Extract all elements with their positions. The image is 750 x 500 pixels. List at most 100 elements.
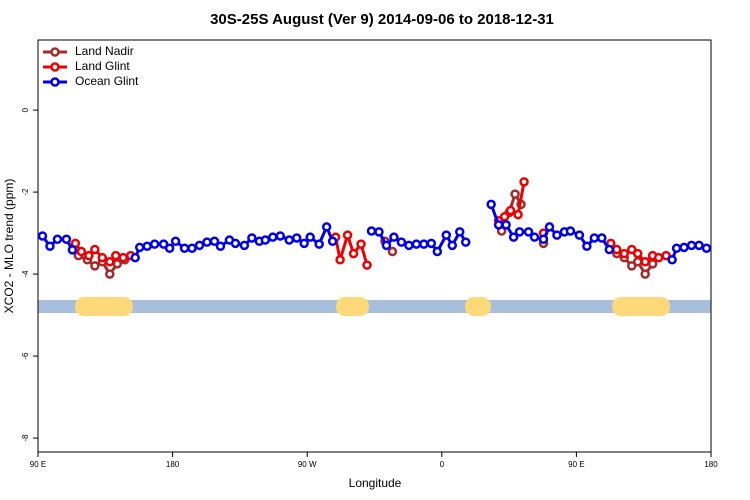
data-point (626, 261, 637, 271)
data-point (374, 227, 384, 237)
data-point (653, 252, 664, 263)
data-point (604, 244, 615, 255)
x-tick-label: 90 E (30, 460, 46, 469)
y-tick-label: -2 (21, 188, 30, 196)
chart-title: 30S-25S August (Ver 9) 2014-09-06 to 201… (210, 11, 554, 28)
data-point (565, 226, 576, 236)
data-point (647, 259, 658, 269)
data-point (37, 231, 48, 241)
x-tick-label: 180 (166, 460, 180, 469)
legend-marker (50, 62, 60, 72)
y-tick-label: -6 (21, 352, 30, 360)
data-point (305, 232, 315, 242)
data-point (544, 222, 555, 232)
data-point (90, 261, 100, 271)
x-tick-label: 180 (704, 460, 718, 469)
data-point (396, 237, 407, 247)
data-point (356, 239, 366, 249)
data-point (640, 269, 650, 279)
x-tick-label: 90 E (568, 460, 584, 469)
data-point (118, 252, 128, 263)
data-point (260, 235, 271, 245)
data-point (404, 240, 414, 251)
data-point (686, 240, 697, 251)
data-point (519, 177, 529, 187)
data-point (275, 231, 286, 241)
data-point (348, 248, 359, 259)
plot-frame (37, 39, 712, 453)
data-point (486, 199, 496, 210)
data-point (170, 236, 181, 247)
data-point (667, 254, 677, 265)
data-point (454, 227, 465, 237)
data-point (314, 239, 324, 249)
data-point (426, 238, 437, 249)
data-point (215, 241, 226, 251)
data-point (679, 242, 689, 253)
data-point (460, 237, 471, 247)
data-point (327, 236, 338, 247)
x-tick-label: 0 (440, 460, 445, 469)
data-point (61, 234, 72, 244)
data-point (626, 244, 637, 255)
y-tick-label: 0 (21, 107, 30, 112)
data-point (510, 189, 520, 199)
data-point (493, 220, 504, 230)
data-point (632, 257, 643, 267)
data-point (701, 243, 712, 254)
data-point (179, 243, 190, 254)
data-point (508, 232, 519, 242)
data-point (335, 254, 345, 265)
data-point (284, 235, 295, 245)
data-point (523, 227, 534, 237)
data-point (671, 243, 682, 254)
data-point (694, 240, 704, 251)
data-point (612, 244, 622, 255)
y-tick-label: -4 (21, 270, 30, 278)
data-point (76, 246, 87, 257)
data-point (505, 205, 516, 216)
data-point (640, 257, 650, 267)
data-point (164, 243, 175, 254)
data-point (387, 246, 398, 257)
x-axis-label: Longitude (349, 476, 402, 490)
data-point (661, 250, 671, 261)
data-point (342, 230, 353, 240)
data-point (632, 248, 643, 259)
legend-label: Land Glint (75, 59, 130, 73)
legend-marker (50, 77, 60, 87)
legend-label: Ocean Glint (75, 74, 139, 88)
data-point (97, 252, 108, 263)
data-point (441, 230, 452, 240)
data-point (597, 233, 607, 243)
data-point (582, 241, 592, 251)
data-point (299, 238, 309, 249)
data-point (194, 240, 205, 251)
data-point (538, 234, 549, 244)
data-point (321, 222, 332, 232)
x-tick-label: 90 W (298, 460, 317, 469)
data-point (529, 232, 540, 242)
data-point (90, 244, 100, 255)
data-point (105, 257, 115, 267)
data-point (268, 232, 278, 242)
data-point (247, 233, 257, 243)
data-point (187, 243, 197, 254)
data-point (574, 230, 585, 240)
data-point (619, 248, 630, 259)
legend-marker (50, 47, 60, 57)
data-point (158, 239, 169, 249)
data-point (381, 240, 392, 251)
data-point (514, 227, 525, 237)
data-point (432, 246, 443, 257)
data-point (513, 209, 523, 220)
data-point (112, 259, 123, 269)
data-point (499, 211, 510, 222)
data-point (501, 220, 511, 230)
data-point (111, 250, 121, 261)
data-point (149, 239, 160, 249)
data-point (84, 250, 94, 261)
data-point (291, 233, 302, 243)
legend-label: Land Nadir (75, 44, 134, 58)
